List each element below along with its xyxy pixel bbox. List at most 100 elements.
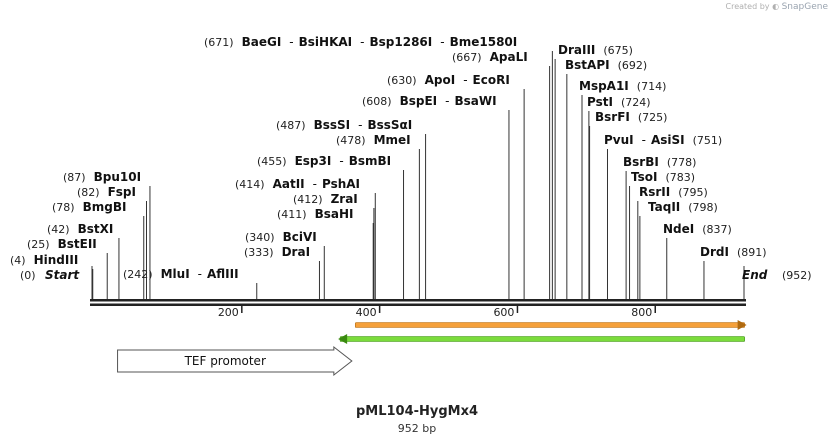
site-position-label: (692) xyxy=(618,59,648,72)
enzyme-name-label[interactable]: TsoI xyxy=(631,170,657,184)
start-label: Start xyxy=(45,268,80,282)
site-position-label: (778) xyxy=(667,156,697,169)
site-position-label: (455) xyxy=(257,155,287,168)
enzyme-name-label[interactable]: EcoRI xyxy=(473,73,510,87)
enzyme-name-label[interactable]: BaeGI xyxy=(242,35,282,49)
site-position-label: (340) xyxy=(245,231,275,244)
enzyme-name-label[interactable]: BsmBI xyxy=(349,154,391,168)
enzyme-name-label[interactable]: BsaHI xyxy=(315,207,354,221)
site-position-label: (25) xyxy=(27,238,50,251)
enzyme-name-label[interactable]: MmeI xyxy=(374,133,411,147)
site-position-label: (667) xyxy=(452,51,482,64)
ruler-tick-label: 400 xyxy=(356,306,377,319)
enzyme-name-label[interactable]: ApaLI xyxy=(490,50,528,64)
ruler-tick-label: 600 xyxy=(493,306,514,319)
site-separator: - xyxy=(198,267,202,281)
enzyme-name-label[interactable]: Bsp1286I xyxy=(369,35,432,49)
enzyme-name-label[interactable]: RsrII xyxy=(639,185,670,199)
enzyme-name-label[interactable]: NdeI xyxy=(663,222,694,236)
site-position-label: (412) xyxy=(293,193,323,206)
site-position-label: (630) xyxy=(387,74,417,87)
site-separator: - xyxy=(339,154,343,168)
enzyme-name-label[interactable]: BspEI xyxy=(400,94,438,108)
site-separator: - xyxy=(440,35,444,49)
enzyme-name-label[interactable]: PshAI xyxy=(322,177,360,191)
enzyme-name-label[interactable]: BstXI xyxy=(78,222,114,236)
enzyme-name-label[interactable]: AflIII xyxy=(207,267,239,281)
site-position-label: (783) xyxy=(665,171,695,184)
site-separator: - xyxy=(358,118,362,132)
site-position-label: (798) xyxy=(688,201,718,214)
site-position-label: (478) xyxy=(336,134,366,147)
site-position-label: (4) xyxy=(10,254,26,267)
enzyme-name-label[interactable]: PstI xyxy=(587,95,613,109)
enzyme-name-label[interactable]: PvuI xyxy=(604,133,634,147)
end-label: End xyxy=(742,268,768,282)
site-position-label: (724) xyxy=(621,96,651,109)
enzyme-name-label[interactable]: TaqII xyxy=(648,200,680,214)
enzyme-name-label[interactable]: DrdI xyxy=(700,245,729,259)
enzyme-name-label[interactable]: Bpu10I xyxy=(94,170,141,184)
enzyme-name-label[interactable]: DraI xyxy=(282,245,310,259)
plasmid-name: pML104-HygMx4 xyxy=(0,404,834,419)
site-position-label: (333) xyxy=(244,246,274,259)
site-position-label: (608) xyxy=(362,95,392,108)
site-separator: - xyxy=(289,35,293,49)
site-position-label: (411) xyxy=(277,208,307,221)
site-position-label: (714) xyxy=(637,80,667,93)
site-position-label: (675) xyxy=(603,44,633,57)
enzyme-name-label[interactable]: ApoI xyxy=(425,73,456,87)
site-position-label: (891) xyxy=(737,246,767,259)
enzyme-name-label[interactable]: MspA1I xyxy=(579,79,629,93)
enzyme-name-label[interactable]: MluI xyxy=(161,267,190,281)
site-position-label: (751) xyxy=(693,134,723,147)
site-position-label: (78) xyxy=(52,201,75,214)
feature-forward-arrowhead xyxy=(738,320,747,330)
backbone xyxy=(90,299,746,306)
plasmid-length: 952 bp xyxy=(0,422,834,435)
enzyme-name-label[interactable]: BsiHKAI xyxy=(299,35,353,49)
site-labels: (4) HindIII(25) BstEII(42) BstXI(78) BmgBI(8… xyxy=(10,35,767,281)
site-position-label: (414) xyxy=(235,178,265,191)
site-position-label: (42) xyxy=(47,223,70,236)
site-separator: - xyxy=(360,35,364,49)
site-position-label: (242) xyxy=(123,268,153,281)
enzyme-name-label[interactable]: ZraI xyxy=(331,192,358,206)
enzyme-name-label[interactable]: BciVI xyxy=(283,230,317,244)
site-position-label: (725) xyxy=(638,111,668,124)
enzyme-name-label[interactable]: Bme1580I xyxy=(450,35,518,49)
features: TEF promoter xyxy=(118,320,747,375)
site-separator: - xyxy=(445,94,449,108)
enzyme-name-label[interactable]: FspI xyxy=(108,185,136,199)
enzyme-name-label[interactable]: Esp3I xyxy=(295,154,332,168)
ruler-tick-label: 200 xyxy=(218,306,239,319)
site-position-label: (487) xyxy=(276,119,306,132)
site-position-label: (82) xyxy=(77,186,100,199)
enzyme-name-label[interactable]: BstAPI xyxy=(565,58,610,72)
enzyme-name-label[interactable]: BstEII xyxy=(58,237,97,251)
site-position-label: (671) xyxy=(204,36,234,49)
enzyme-name-label[interactable]: AatII xyxy=(273,177,305,191)
enzyme-name-label[interactable]: BmgBI xyxy=(83,200,127,214)
enzyme-name-label[interactable]: BsrFI xyxy=(595,110,630,124)
site-position-label: (87) xyxy=(63,171,86,184)
feature-reverse-bar[interactable] xyxy=(340,337,744,342)
enzyme-name-label[interactable]: BsrBI xyxy=(623,155,659,169)
end-position-label: (952) xyxy=(782,269,812,282)
enzyme-name-label[interactable]: AsiSI xyxy=(651,133,685,147)
feature-forward-bar[interactable] xyxy=(355,323,744,328)
plasmid-map: (4) HindIII(25) BstEII(42) BstXI(78) BmgBI(8… xyxy=(0,0,834,444)
ruler: 200 400 600 800 xyxy=(218,306,655,319)
enzyme-name-label[interactable]: BssSαI xyxy=(367,118,412,132)
backbone-top-strand xyxy=(90,299,746,302)
site-position-label: (795) xyxy=(678,186,708,199)
site-position-label: (837) xyxy=(702,223,732,236)
feature-reverse-arrowhead xyxy=(338,334,347,344)
enzyme-name-label[interactable]: HindIII xyxy=(34,253,79,267)
start-position-label: (0) xyxy=(20,269,36,282)
site-separator: - xyxy=(313,177,317,191)
feature-label: TEF promoter xyxy=(184,354,266,368)
enzyme-name-label[interactable]: BsaWI xyxy=(454,94,496,108)
enzyme-name-label[interactable]: BssSI xyxy=(314,118,351,132)
enzyme-name-label[interactable]: DraIII xyxy=(558,43,595,57)
